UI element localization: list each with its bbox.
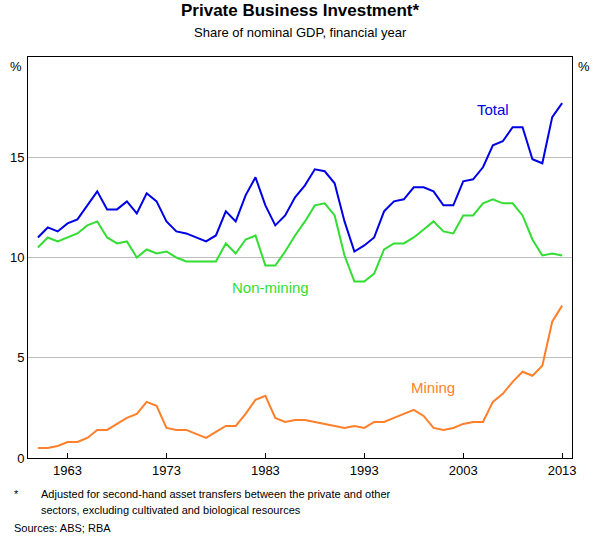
svg-text:2003: 2003: [449, 463, 478, 478]
svg-text:10: 10: [10, 250, 24, 265]
svg-text:15: 15: [10, 150, 24, 165]
svg-text:Non-mining: Non-mining: [232, 279, 309, 296]
svg-text:Private Business Investment*: Private Business Investment*: [181, 1, 419, 20]
svg-text:Adjusted for second-hand asset: Adjusted for second-hand asset transfers…: [41, 488, 390, 500]
svg-text:1973: 1973: [152, 463, 181, 478]
svg-text:Mining: Mining: [411, 379, 455, 396]
svg-text:0: 0: [17, 451, 24, 466]
svg-text:%: %: [578, 59, 590, 74]
svg-text:2013: 2013: [548, 463, 577, 478]
svg-text:*: *: [14, 488, 19, 500]
svg-text:%: %: [10, 59, 22, 74]
svg-text:1983: 1983: [251, 463, 280, 478]
svg-text:5: 5: [17, 350, 24, 365]
svg-text:1993: 1993: [350, 463, 379, 478]
svg-text:sectors, excluding cultivated: sectors, excluding cultivated and biolog…: [41, 504, 301, 516]
svg-text:Sources: ABS; RBA: Sources: ABS; RBA: [14, 522, 111, 534]
svg-text:1963: 1963: [53, 463, 82, 478]
svg-text:Share of nominal GDP, financia: Share of nominal GDP, financial year: [194, 25, 407, 40]
svg-text:Total: Total: [477, 101, 509, 118]
